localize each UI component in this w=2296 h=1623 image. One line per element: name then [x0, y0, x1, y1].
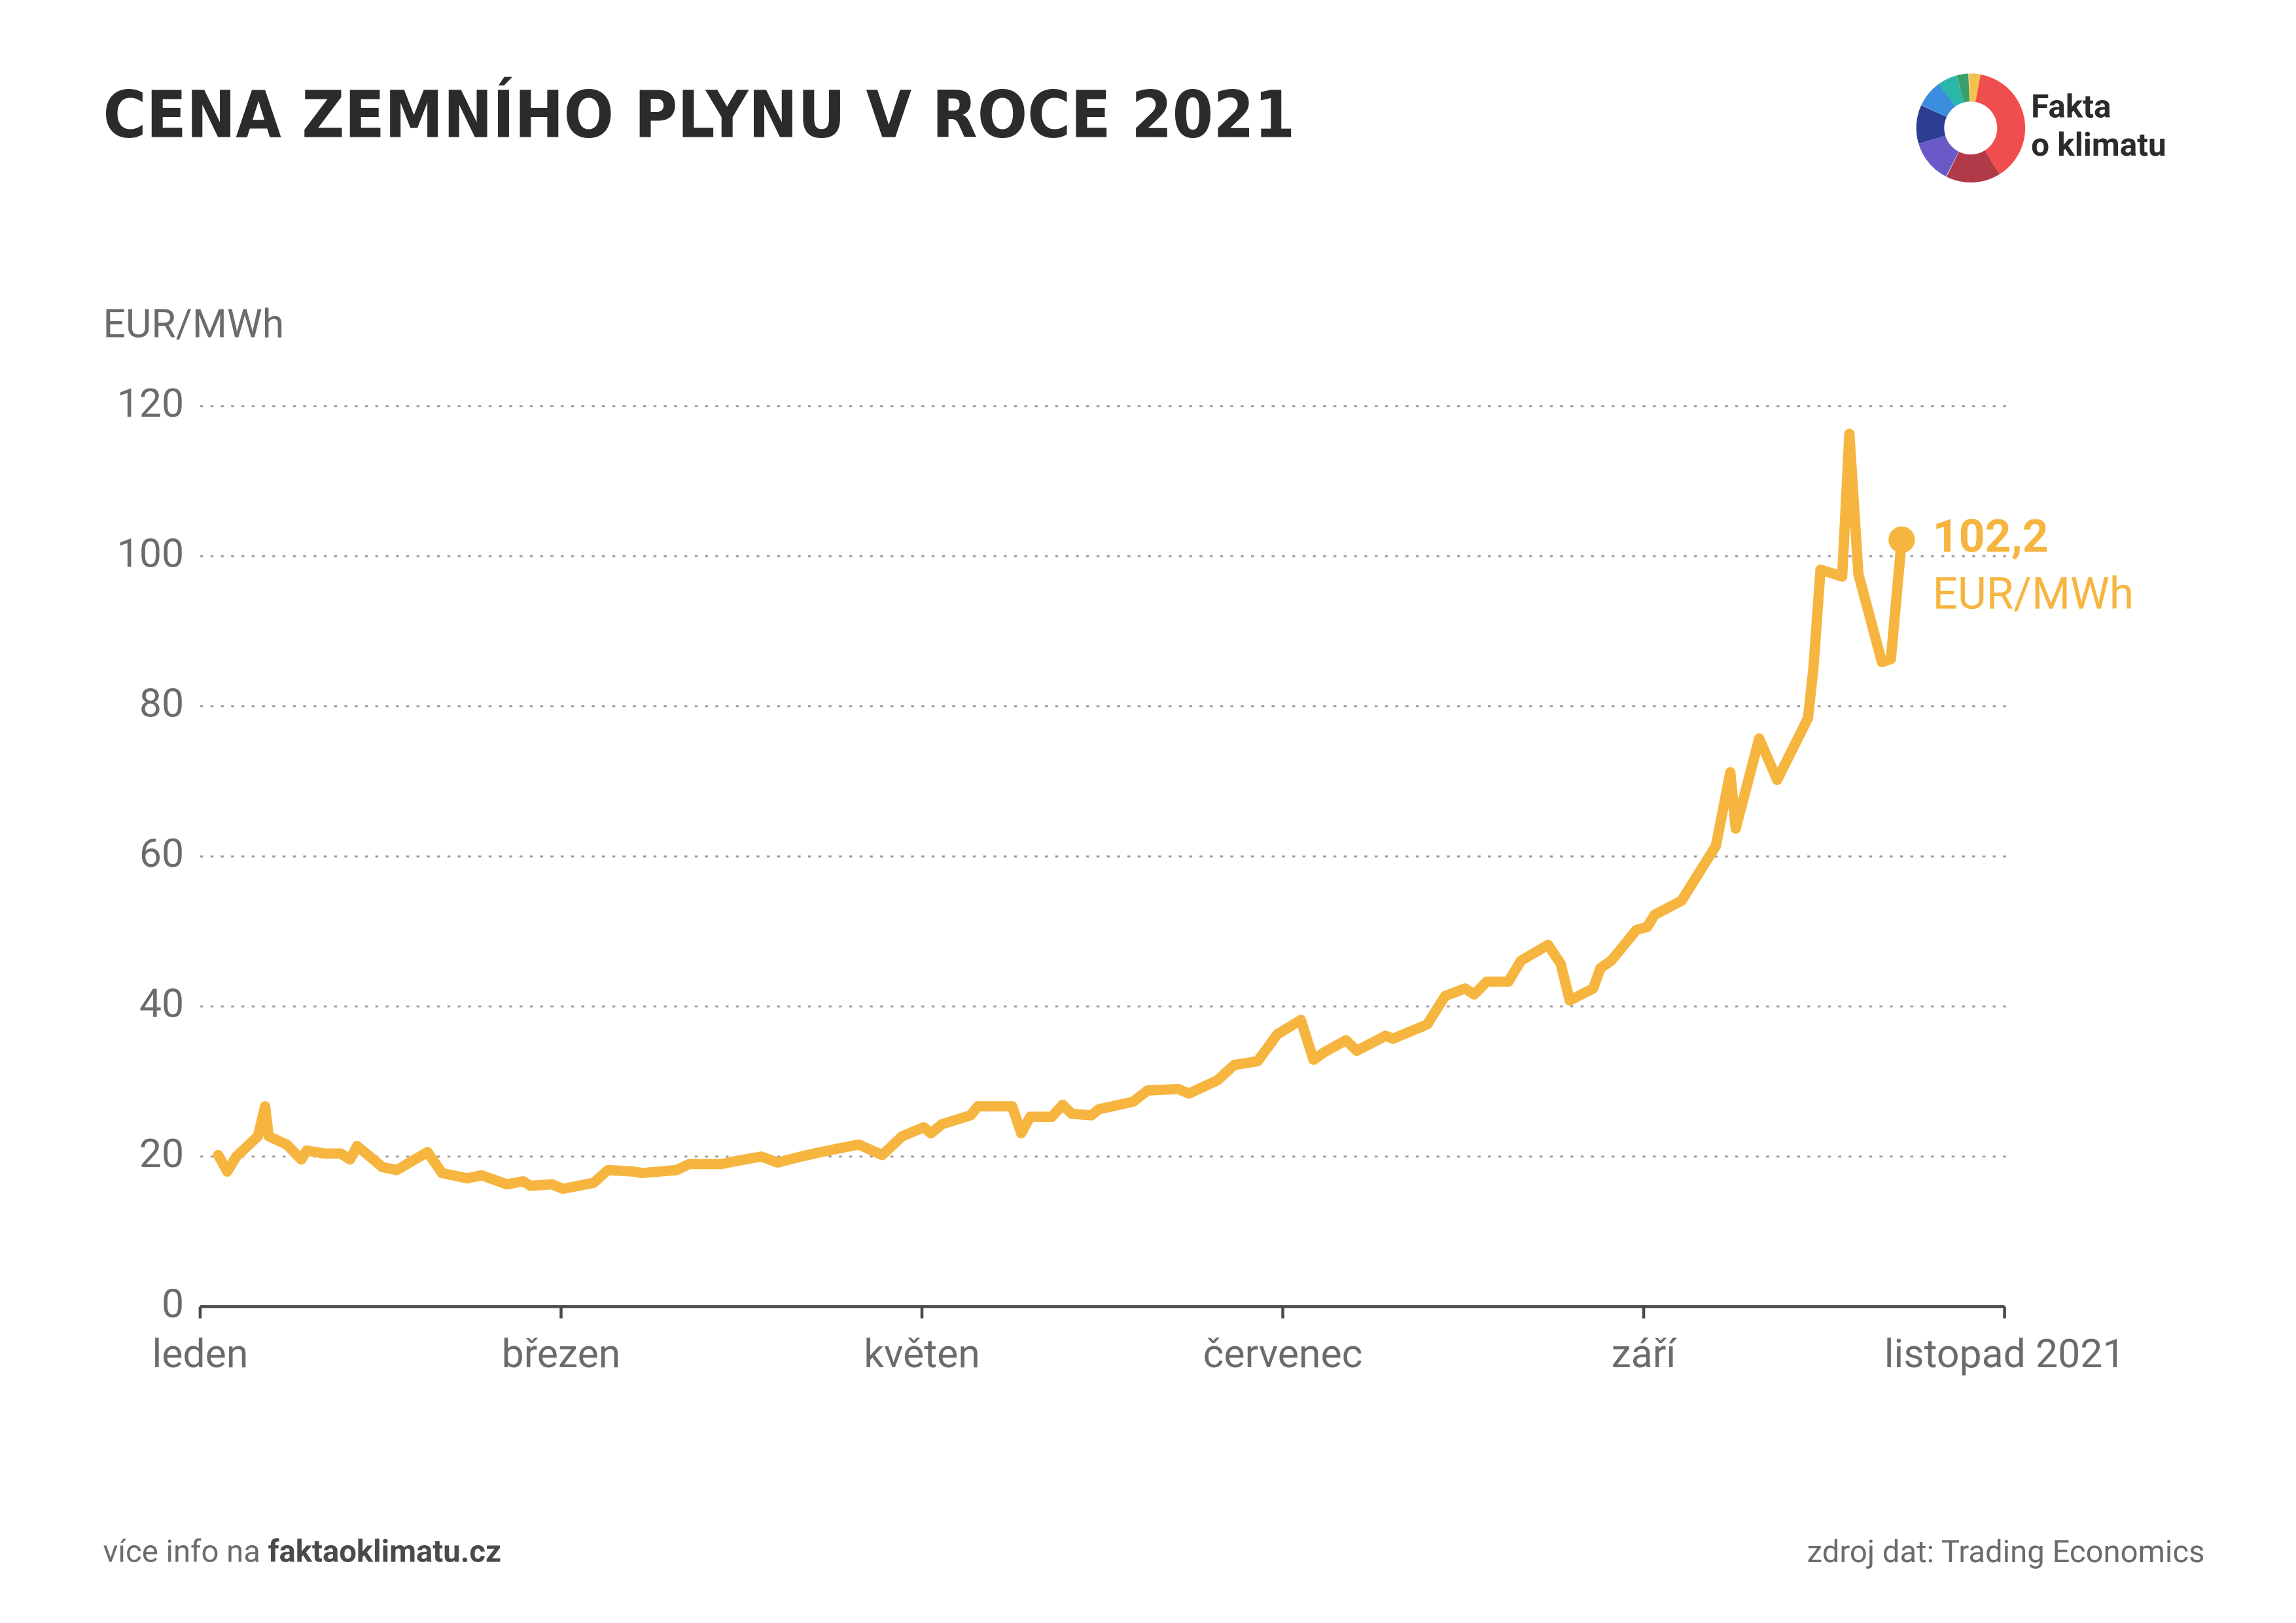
- y-tick-label: 80: [139, 680, 184, 727]
- y-tick-label: 20: [139, 1130, 184, 1177]
- x-tick-label: září: [1612, 1331, 1678, 1377]
- footer-link[interactable]: faktaoklimatu.cz: [268, 1533, 501, 1570]
- chart-title: CENA ZEMNÍHO PLYNU V ROCE 2021: [103, 77, 1295, 153]
- logo-segment: [1916, 73, 2026, 183]
- logo-text: o klimatu: [2031, 126, 2166, 164]
- y-tick-label: 60: [139, 830, 184, 877]
- end-point: [1888, 526, 1915, 553]
- logo-segment: [1916, 73, 2026, 183]
- y-tick-label: 120: [117, 380, 184, 427]
- logo-segment: [1916, 73, 2026, 183]
- value-label-unit: EUR/MWh: [1933, 568, 2134, 620]
- logo-text: Fakta: [2031, 88, 2111, 126]
- x-tick-label: listopad 2021: [1884, 1331, 2125, 1377]
- y-tick-label: 100: [117, 530, 184, 576]
- y-tick-label: 40: [139, 981, 184, 1027]
- footer-left: více info na faktaoklimatu.cz: [103, 1533, 501, 1570]
- footer-source: zdroj dat: Trading Economics: [1807, 1533, 2205, 1570]
- plot-area: 0 20 40 60 80 100 120 leden březen květen červenec…: [117, 380, 2134, 1377]
- footer-prefix: více info na: [103, 1533, 268, 1570]
- y-axis-label: EUR/MWh: [103, 300, 284, 347]
- x-tick-label: červenec: [1203, 1331, 1363, 1377]
- value-label: 102,2: [1933, 510, 2049, 563]
- x-tick-label: leden: [152, 1331, 248, 1377]
- logo-segment: [1916, 73, 2026, 183]
- logo-segment: [1916, 73, 2026, 183]
- x-tick-label: květen: [864, 1331, 980, 1377]
- y-tick-label: 0: [162, 1280, 184, 1327]
- logo-segment: [1916, 73, 2026, 183]
- line: [213, 428, 1907, 1195]
- x-tick-label: březen: [502, 1331, 621, 1377]
